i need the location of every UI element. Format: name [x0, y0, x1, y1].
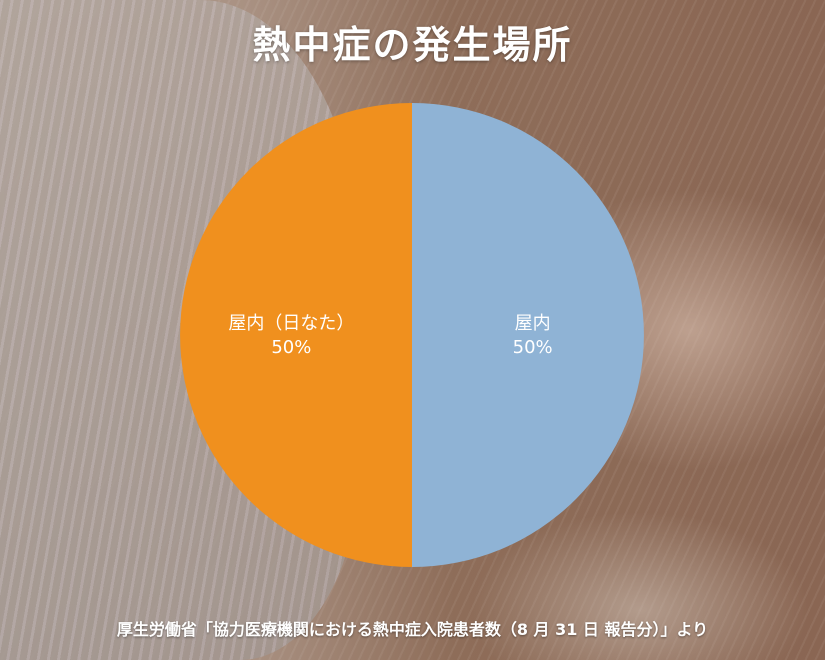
- slice-percent-1: 50%: [513, 337, 553, 358]
- pie-slice-1: [412, 103, 644, 567]
- slice-label-2: 屋内（日なた）: [228, 313, 354, 334]
- pie-slice-2: [180, 103, 412, 567]
- slice-label-1: 屋内: [515, 313, 551, 334]
- source-note: 厚生労働省「協力医療機関における熱中症入院患者数（8 月 31 日 報告分）」よ…: [116, 620, 709, 639]
- chart-title: 熱中症の発生場所: [252, 23, 573, 67]
- slice-percent-2: 50%: [271, 337, 311, 358]
